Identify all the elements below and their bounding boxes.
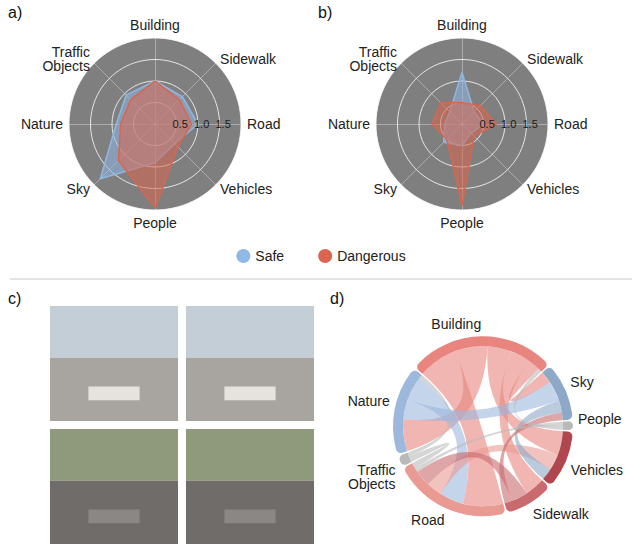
svg-text:Road: Road	[554, 116, 587, 132]
svg-text:Traffic: Traffic	[51, 43, 90, 60]
svg-text:Building: Building	[437, 17, 487, 33]
svg-text:Traffic: Traffic	[357, 462, 396, 479]
svg-text:Building: Building	[130, 17, 180, 33]
svg-text:Sky: Sky	[67, 181, 90, 197]
svg-text:Road: Road	[411, 512, 444, 528]
svg-text:People: People	[440, 215, 484, 231]
svg-text:Sky: Sky	[570, 374, 593, 390]
svg-text:Objects: Objects	[349, 58, 396, 74]
svg-text:Sidewalk: Sidewalk	[527, 51, 584, 67]
svg-text:Nature: Nature	[21, 116, 63, 132]
svg-text:Sidewalk: Sidewalk	[220, 51, 277, 67]
svg-text:People: People	[578, 411, 622, 427]
svg-text:d): d)	[330, 290, 344, 307]
svg-text:b): b)	[318, 4, 332, 21]
svg-text:Traffic: Traffic	[358, 43, 397, 60]
svg-text:0.5: 0.5	[480, 118, 495, 130]
svg-text:Building: Building	[431, 316, 481, 332]
svg-text:Vehicles: Vehicles	[220, 181, 272, 197]
svg-text:Sidewalk: Sidewalk	[533, 506, 590, 522]
svg-text:Objects: Objects	[348, 476, 395, 492]
svg-text:1.0: 1.0	[194, 118, 209, 130]
svg-text:Dangerous: Dangerous	[337, 248, 406, 264]
svg-text:Sky: Sky	[374, 181, 397, 197]
svg-text:Objects: Objects	[42, 58, 89, 74]
svg-text:a): a)	[8, 4, 22, 21]
svg-text:Nature: Nature	[348, 393, 390, 409]
svg-text:1.0: 1.0	[501, 118, 516, 130]
svg-text:Safe: Safe	[255, 248, 284, 264]
svg-text:1.5: 1.5	[523, 118, 538, 130]
svg-text:Road: Road	[247, 116, 280, 132]
svg-text:1.5: 1.5	[216, 118, 231, 130]
svg-text:Vehicles: Vehicles	[527, 181, 579, 197]
svg-text:People: People	[133, 215, 177, 231]
svg-text:Vehicles: Vehicles	[571, 462, 623, 478]
svg-text:Nature: Nature	[328, 116, 370, 132]
svg-text:0.5: 0.5	[173, 118, 188, 130]
svg-text:c): c)	[8, 290, 21, 307]
